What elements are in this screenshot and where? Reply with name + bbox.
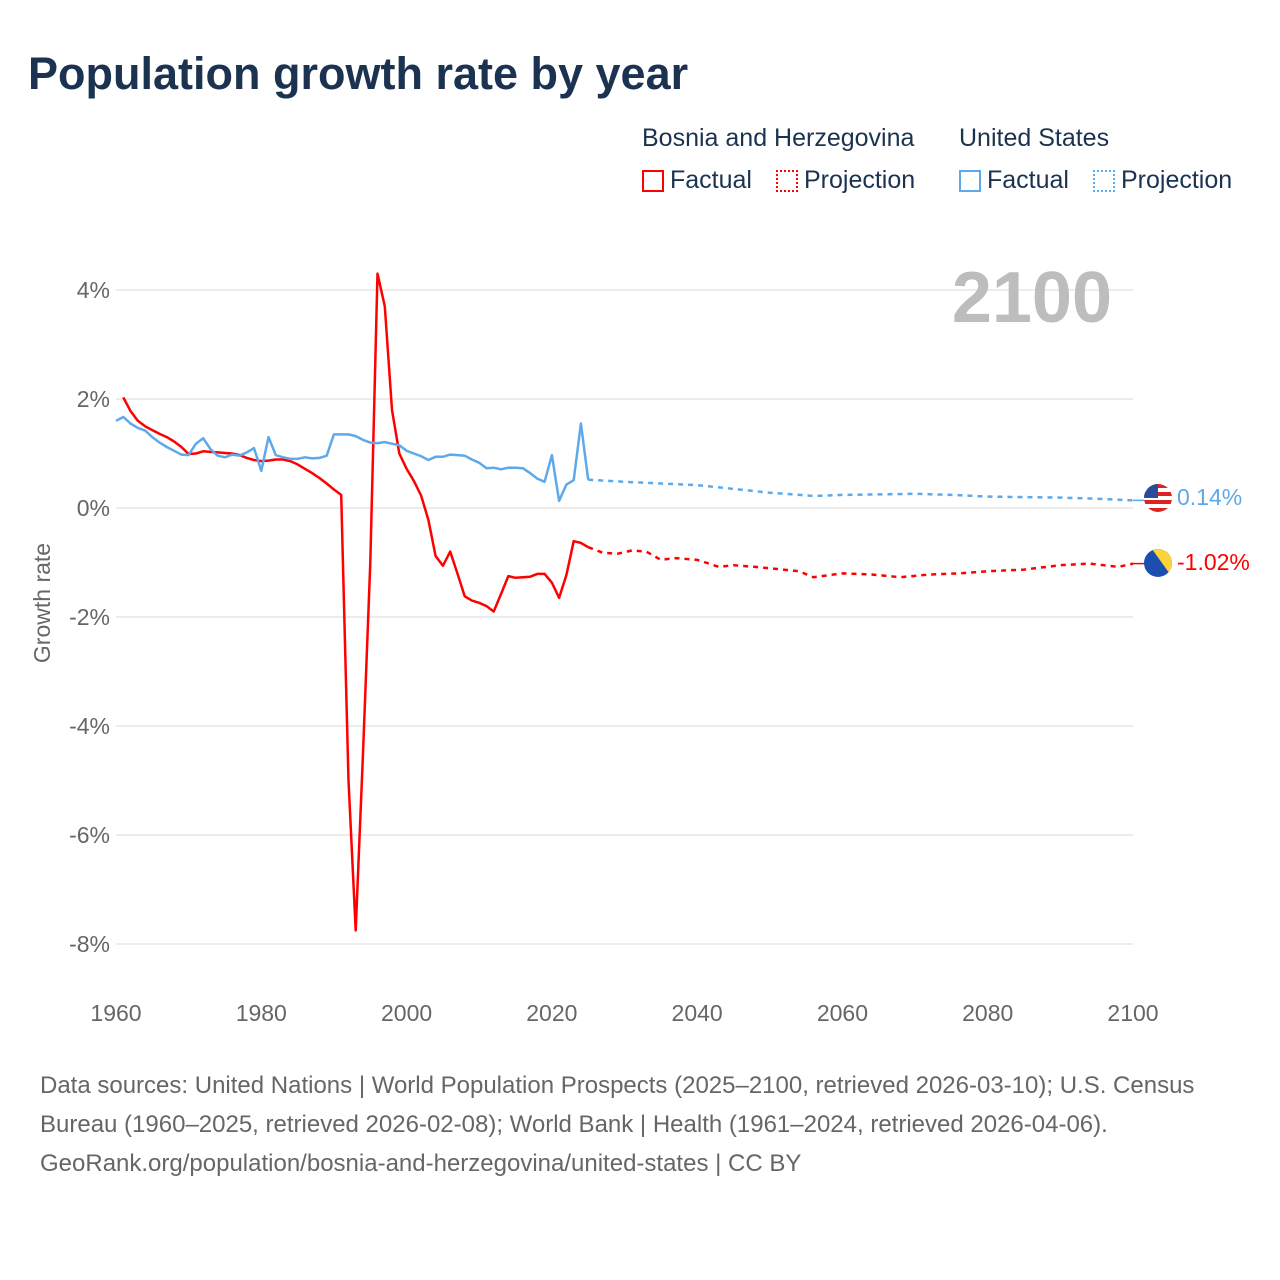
legend-label: Projection <box>1121 166 1233 194</box>
x-tick-label: 1980 <box>236 1000 287 1026</box>
legend-bosnia-projection[interactable]: Projection <box>776 166 915 195</box>
y-tick-label: -8% <box>69 931 110 957</box>
legend-group-bosnia: Bosnia and Herzegovina <box>642 124 915 152</box>
x-tick-label: 2020 <box>526 1000 577 1026</box>
x-tick-label: 1960 <box>90 1000 141 1026</box>
us-end-label: 0.14% <box>1177 484 1242 510</box>
bosnia-flag-icon <box>1144 549 1172 577</box>
legend-swatch-dotted <box>776 169 798 192</box>
y-tick-label: -2% <box>69 604 110 630</box>
current-year-label: 2100 <box>952 258 1112 338</box>
legend-bosnia-factual[interactable]: Factual <box>642 166 752 195</box>
us-flag-icon <box>1144 484 1172 512</box>
footer: Data sources: United Nations | World Pop… <box>40 1066 1240 1183</box>
y-axis-label: Growth rate <box>29 543 55 663</box>
legend-us-projection[interactable]: Projection <box>1093 166 1232 195</box>
x-tick-label: 2060 <box>817 1000 868 1026</box>
us-factual-line <box>115 415 590 503</box>
y-tick-label: 0% <box>77 495 110 521</box>
y-tick-label: 2% <box>77 386 110 412</box>
x-tick-label: 2000 <box>381 1000 432 1026</box>
credit-link[interactable]: GeoRank.org/population/bosnia-and-herzeg… <box>40 1150 802 1177</box>
legend-us-factual[interactable]: Factual <box>959 166 1069 195</box>
x-tick-label: 2100 <box>1107 1000 1158 1026</box>
legend-swatch-dotted <box>1093 169 1115 192</box>
us-projection-line <box>588 478 1134 502</box>
y-tick-label: -6% <box>69 822 110 848</box>
chart-title: Population growth rate by year <box>28 48 689 99</box>
data-sources: Data sources: United Nations | World Pop… <box>40 1072 1195 1138</box>
y-tick-label: 4% <box>77 277 110 303</box>
legend-swatch-solid <box>959 169 981 192</box>
x-tick-label: 2040 <box>672 1000 723 1026</box>
bosnia-factual-line <box>122 272 589 932</box>
legend-label: Factual <box>987 166 1069 194</box>
legend-swatch-solid <box>642 169 664 192</box>
y-tick-label: -4% <box>69 713 110 739</box>
legend-label: Factual <box>670 166 752 194</box>
legend-group-us: United States <box>959 124 1110 152</box>
legend-label: Projection <box>804 166 916 194</box>
x-tick-label: 2080 <box>962 1000 1013 1026</box>
bosnia-projection-line <box>587 546 1134 579</box>
bosnia-end-label: -1.02% <box>1177 549 1250 575</box>
